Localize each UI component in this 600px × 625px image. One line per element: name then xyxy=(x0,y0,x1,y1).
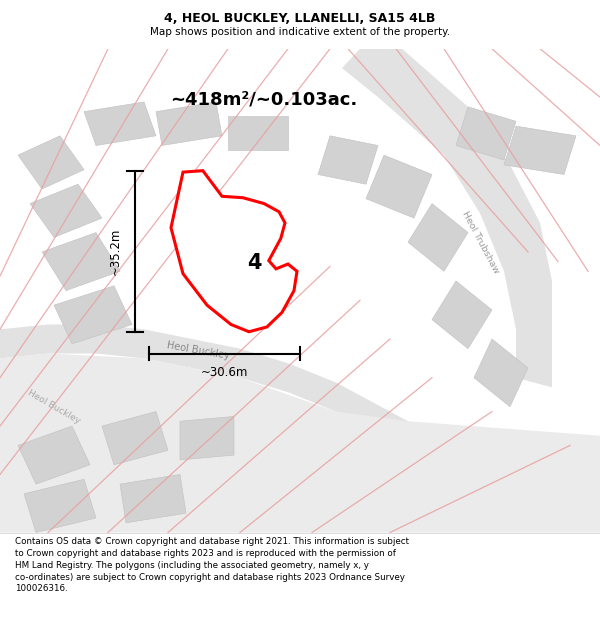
Text: ~30.6m: ~30.6m xyxy=(201,366,248,379)
Polygon shape xyxy=(24,479,96,532)
Text: ~35.2m: ~35.2m xyxy=(109,228,122,275)
Text: Heol Buckley: Heol Buckley xyxy=(166,341,230,361)
Polygon shape xyxy=(504,126,576,174)
Text: Map shows position and indicative extent of the property.: Map shows position and indicative extent… xyxy=(150,26,450,36)
Polygon shape xyxy=(228,116,288,151)
Polygon shape xyxy=(171,171,297,332)
Polygon shape xyxy=(18,426,90,484)
Polygon shape xyxy=(474,339,528,407)
Text: 4: 4 xyxy=(247,253,262,273)
Polygon shape xyxy=(102,411,168,465)
Polygon shape xyxy=(408,204,468,271)
Text: Heol Buckley: Heol Buckley xyxy=(26,388,82,426)
Polygon shape xyxy=(54,286,132,344)
Polygon shape xyxy=(42,232,120,291)
Polygon shape xyxy=(0,354,600,532)
Text: 4, HEOL BUCKLEY, LLANELLI, SA15 4LB: 4, HEOL BUCKLEY, LLANELLI, SA15 4LB xyxy=(164,12,436,25)
Polygon shape xyxy=(18,136,84,189)
Polygon shape xyxy=(84,102,156,146)
Polygon shape xyxy=(366,155,432,218)
Text: ~418m²/~0.103ac.: ~418m²/~0.103ac. xyxy=(170,91,358,109)
Text: Contains OS data © Crown copyright and database right 2021. This information is : Contains OS data © Crown copyright and d… xyxy=(15,537,409,593)
Polygon shape xyxy=(318,136,378,184)
Polygon shape xyxy=(432,281,492,349)
Polygon shape xyxy=(156,102,222,146)
Text: Heol Trubshaw: Heol Trubshaw xyxy=(460,209,500,275)
Polygon shape xyxy=(180,416,234,460)
Polygon shape xyxy=(120,474,186,523)
Polygon shape xyxy=(30,184,102,238)
Polygon shape xyxy=(0,324,408,450)
Polygon shape xyxy=(456,107,516,160)
Polygon shape xyxy=(342,49,552,388)
